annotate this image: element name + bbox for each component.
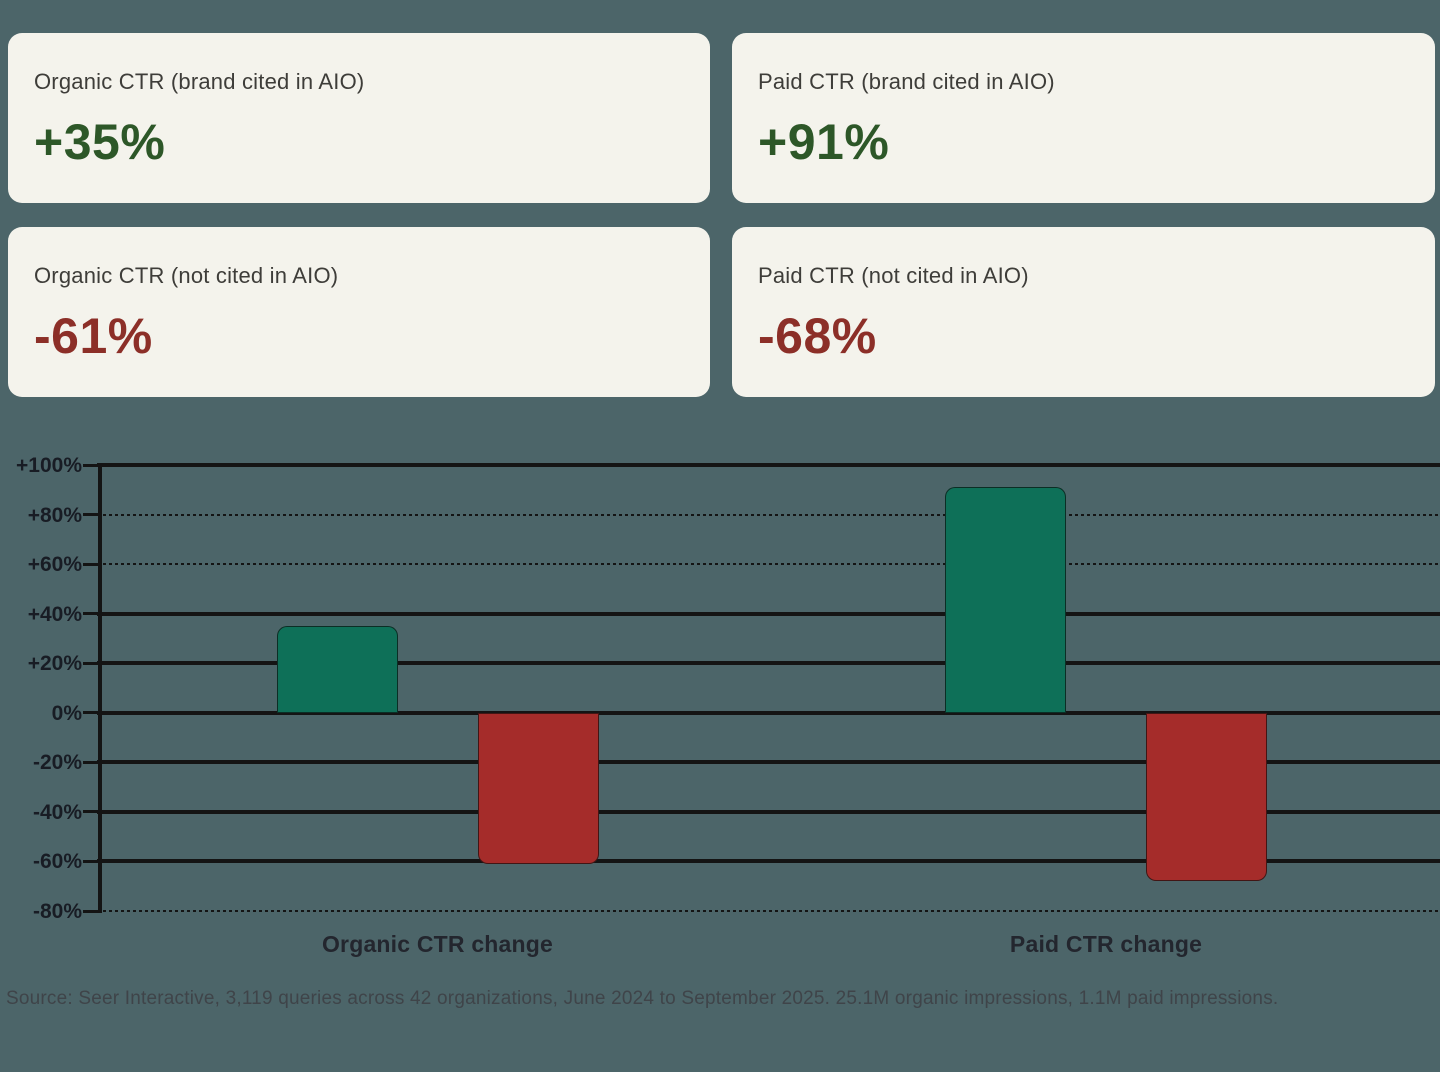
gridline: [97, 563, 1440, 566]
axis-tick: [83, 810, 98, 814]
stat-card-value: -68%: [758, 308, 877, 365]
stat-card-value: +91%: [758, 114, 890, 171]
gridline: [97, 611, 1440, 616]
y-axis-labels: +100% +80% +60% +40% +20% 0% -20% -40% -60% -80%: [0, 455, 82, 922]
y-tick-label: +60%: [27, 553, 82, 577]
gridline: [97, 513, 1440, 516]
axis-tick: [83, 562, 98, 566]
y-tick-label: 0%: [51, 701, 82, 725]
ctr-change-bar-chart: [83, 463, 1440, 913]
bar-positive: [276, 626, 398, 713]
stat-card-value: -61%: [34, 308, 153, 365]
stat-card-organic-cited: Organic CTR (brand cited in AIO) +35%: [8, 33, 710, 203]
y-tick-label: +20%: [27, 652, 82, 676]
axis-tick: [83, 463, 98, 467]
y-tick-label: -40%: [32, 800, 82, 824]
gridline: [97, 760, 1440, 765]
y-tick-label: -60%: [32, 850, 82, 874]
stat-card-label: Paid CTR (brand cited in AIO): [758, 69, 1055, 94]
gridline: [97, 710, 1440, 715]
stat-card-label: Organic CTR (not cited in AIO): [34, 263, 339, 288]
gridline: [97, 910, 1440, 912]
stat-card-label: Organic CTR (brand cited in AIO): [34, 69, 365, 94]
axis-tick: [83, 661, 98, 665]
y-tick-label: +40%: [27, 602, 82, 626]
axis-tick: [83, 711, 98, 715]
y-tick-label: -80%: [32, 900, 82, 923]
x-axis-label: Paid CTR change: [1009, 931, 1203, 957]
axis-tick: [83, 909, 98, 913]
y-tick-label: +80%: [27, 503, 82, 527]
gridline: [97, 661, 1440, 666]
gridline: [97, 463, 1440, 467]
source-note: Source: Seer Interactive, 3,119 queries …: [6, 988, 1279, 1009]
stat-card-paid-not-cited: Paid CTR (not cited in AIO) -68%: [732, 227, 1435, 397]
y-axis-line: [98, 464, 102, 913]
y-tick-label: -20%: [32, 751, 82, 775]
bar-positive: [945, 487, 1066, 713]
axis-tick: [83, 612, 98, 616]
y-tick-label: +100%: [16, 454, 82, 477]
gridline: [97, 859, 1440, 864]
stat-card-paid-cited: Paid CTR (brand cited in AIO) +91%: [732, 33, 1435, 203]
stat-card-value: +35%: [34, 114, 166, 171]
stat-card-label: Paid CTR (not cited in AIO): [758, 263, 1029, 288]
axis-tick: [83, 760, 98, 764]
stat-cards: Organic CTR (brand cited in AIO) +35% Pa…: [8, 33, 1435, 397]
stat-card-organic-not-cited: Organic CTR (not cited in AIO) -61%: [8, 227, 710, 397]
axis-tick: [83, 859, 98, 863]
bar-negative: [1146, 712, 1267, 882]
gridline: [97, 809, 1440, 814]
axis-tick: [83, 513, 98, 517]
x-axis-label: Organic CTR change: [321, 931, 554, 957]
bar-negative: [477, 712, 599, 864]
